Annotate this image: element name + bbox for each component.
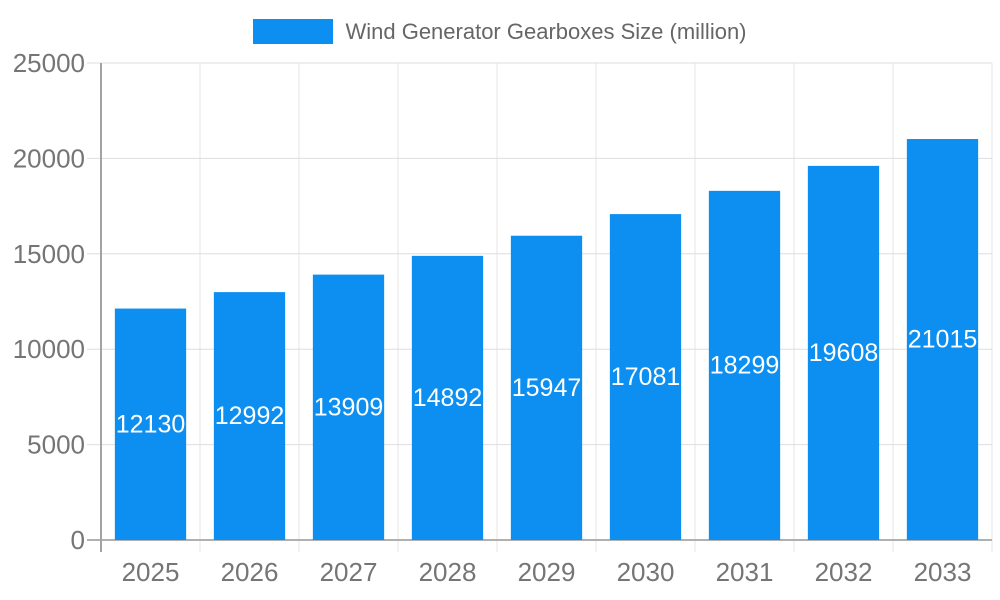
- x-axis-tick-label: 2031: [716, 557, 774, 587]
- bar-value-label: 17081: [611, 363, 681, 391]
- bar-value-label: 12992: [215, 402, 285, 430]
- bar: [609, 214, 682, 540]
- bar: [312, 274, 385, 540]
- y-axis-tick-label: 5000: [27, 430, 85, 460]
- y-axis-tick-label: 20000: [13, 143, 85, 173]
- x-axis-tick-label: 2026: [221, 557, 279, 587]
- bar: [411, 255, 484, 540]
- bar-value-label: 18299: [710, 351, 780, 379]
- bar: [708, 190, 781, 540]
- bar: [114, 308, 187, 540]
- y-axis-tick-label: 10000: [13, 334, 85, 364]
- x-axis-tick-label: 2032: [815, 557, 873, 587]
- legend-swatch-icon: [253, 19, 334, 44]
- y-axis-tick-label: 15000: [13, 239, 85, 269]
- y-axis-tick-label: 25000: [13, 48, 85, 78]
- x-axis-tick-label: 2030: [617, 557, 675, 587]
- bar: [510, 235, 583, 540]
- bar-value-label: 15947: [512, 374, 582, 402]
- bar: [807, 165, 880, 540]
- y-axis-tick-label: 0: [71, 525, 85, 555]
- x-axis-tick-label: 2025: [122, 557, 180, 587]
- x-axis-tick-label: 2028: [419, 557, 477, 587]
- x-axis-tick-label: 2029: [518, 557, 576, 587]
- x-axis-tick-label: 2033: [914, 557, 972, 587]
- legend-series-label: Wind Generator Gearboxes Size (million): [345, 19, 747, 44]
- bar: [213, 292, 286, 540]
- bar-value-label: 13909: [314, 393, 384, 421]
- bar: [906, 139, 979, 540]
- bar-value-label: 21015: [908, 326, 978, 354]
- bar-value-label: 12130: [116, 410, 186, 438]
- bar-value-label: 14892: [413, 384, 483, 412]
- chart-legend[interactable]: Wind Generator Gearboxes Size (million): [0, 19, 1000, 44]
- x-axis-tick-label: 2027: [320, 557, 378, 587]
- bar-value-label: 19608: [809, 339, 879, 367]
